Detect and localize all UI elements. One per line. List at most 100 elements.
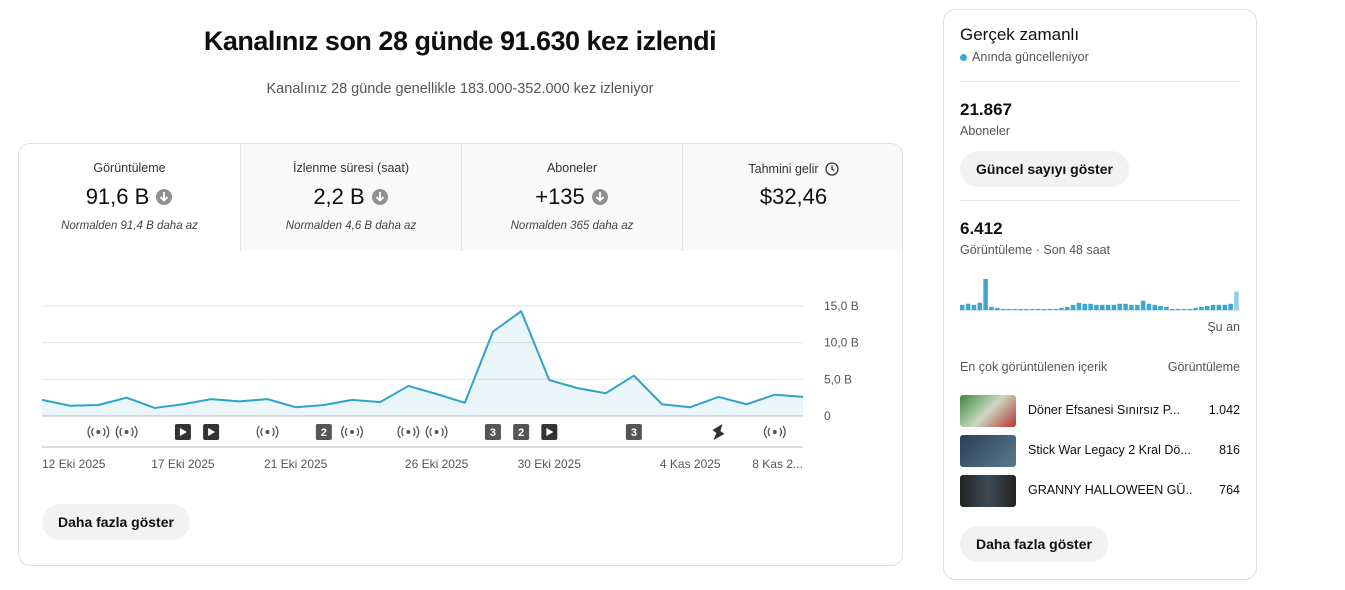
live-icon [265, 430, 270, 434]
live-icon [350, 430, 355, 434]
divider [960, 81, 1240, 82]
spark-bar [960, 304, 965, 310]
spark-bar [1175, 308, 1181, 310]
metric-label: İzlenme süresi (saat) [292, 161, 409, 175]
spark-bar [1158, 305, 1163, 310]
content-views: 1.042 [1208, 403, 1240, 417]
spark-bar [1129, 304, 1134, 310]
live-icon [87, 425, 110, 439]
spark-bar [1094, 304, 1099, 310]
video-icon [546, 428, 554, 436]
spark-bar [1059, 307, 1064, 310]
spark-bar [1216, 304, 1222, 310]
spark-bar [1181, 308, 1187, 310]
metric-label: Görüntüleme [93, 161, 166, 175]
live-icon [124, 430, 129, 434]
spark-bar [1047, 308, 1053, 310]
x-tick-label: 8 Kas 2... [752, 457, 803, 471]
spark-bar [1117, 303, 1123, 310]
spark-bar [1088, 303, 1093, 310]
spark-bar [983, 279, 988, 310]
spark-bar [1193, 307, 1198, 310]
live-dot [960, 53, 967, 61]
y-tick-label: 10,0 B [824, 336, 859, 350]
spark-bar [995, 307, 1000, 310]
spark-bar [1187, 308, 1193, 310]
spark-bar [1012, 308, 1018, 310]
content-title[interactable]: Stick War Legacy 2 Kral Dö... [1028, 443, 1191, 457]
live-icon [434, 430, 439, 434]
refresh-button[interactable]: Güncel sayıyı göster [960, 151, 1129, 187]
live-icon [772, 430, 777, 434]
spark-bar [1222, 304, 1228, 310]
spark-bar [1035, 308, 1041, 310]
metric-note: Normalden 365 daha az [510, 220, 634, 232]
views-label: Görüntüleme · Son 48 saat [960, 243, 1111, 257]
metric-note: Normalden 4,6 B daha az [285, 220, 417, 232]
views-count: 6.412 [960, 219, 1003, 238]
video-count: 2 [321, 427, 327, 439]
spark-bar [1210, 304, 1216, 310]
clock-icon [824, 162, 839, 176]
spark-bar [1018, 308, 1023, 310]
down-icon [591, 189, 608, 205]
spark-bar [1164, 306, 1169, 310]
metric-label: Tahmini gelir [748, 162, 819, 176]
metric-tab[interactable]: İzlenme süresi (saat) 2,2 B Normalden 4,… [240, 144, 461, 251]
video-count-badge[interactable] [625, 424, 642, 440]
metric-tab[interactable]: Görüntüleme 91,6 B Normalden 91,4 B daha… [19, 144, 240, 251]
content-views: 764 [1219, 483, 1240, 497]
spark-bar [1123, 303, 1128, 310]
live-icon [406, 430, 411, 434]
spark-bar [1082, 303, 1088, 310]
y-tick-label: 5,0 B [824, 372, 852, 386]
shorts-icon[interactable] [712, 424, 725, 440]
spark-bar [1146, 303, 1152, 310]
metric-tab[interactable]: Aboneler +135 Normalden 365 daha az [461, 144, 682, 251]
content-title[interactable]: Döner Efsanesi Sınırsız P... [1028, 403, 1180, 417]
video-count-badge[interactable] [513, 424, 530, 440]
down-icon [371, 189, 388, 205]
x-tick-label: 17 Eki 2025 [151, 457, 215, 471]
spark-bar [1140, 300, 1146, 310]
spark-caption: Şu an [1207, 320, 1240, 334]
video-count: 2 [518, 427, 524, 439]
metric-tab[interactable]: Tahmini gelir $32,46 [682, 144, 902, 251]
metric-value: +135 [535, 184, 585, 209]
line-chart: 0 5,0 B 10,0 B 15,0 B 12 Eki 2025 17 Eki 2025… [41, 299, 859, 471]
content-views: 816 [1219, 443, 1240, 457]
live-icon [397, 425, 420, 439]
spark-bar [1053, 308, 1058, 310]
metric-note: Normalden 91,4 B daha az [61, 220, 198, 232]
realtime-status: Anında güncelleniyor [972, 50, 1089, 64]
spark-bar [1205, 305, 1210, 310]
y-tick-label: 0 [824, 409, 831, 423]
spark-bar [1076, 302, 1082, 310]
spark-bar [1135, 304, 1140, 310]
spark-bar [965, 303, 971, 310]
line [41, 310, 804, 409]
spark-bar [1030, 308, 1035, 310]
video-count-badge[interactable] [315, 424, 332, 440]
live-icon [256, 425, 279, 439]
spark-bar [1199, 306, 1204, 310]
x-tick-label: 30 Eki 2025 [518, 457, 582, 471]
more-button[interactable]: Daha fazla göster [42, 504, 190, 540]
divider [960, 200, 1240, 201]
video-count: 3 [490, 427, 496, 439]
content-title[interactable]: GRANNY HALLOWEEN GÜ... [1028, 483, 1193, 497]
spark-bar [1006, 308, 1012, 310]
x-tick-label: 21 Eki 2025 [264, 457, 328, 471]
thumbnail [960, 395, 1016, 427]
more-button[interactable]: Daha fazla göster [960, 526, 1108, 562]
video-icon [179, 428, 187, 436]
spark-bar [977, 302, 983, 310]
spark-bar [1111, 304, 1117, 310]
live-icon [341, 425, 363, 439]
live-icon [96, 430, 101, 434]
thumbnail [960, 475, 1016, 507]
spark-bar [971, 304, 977, 310]
video-count-badge[interactable] [484, 424, 501, 440]
spark-bar [1105, 304, 1111, 310]
